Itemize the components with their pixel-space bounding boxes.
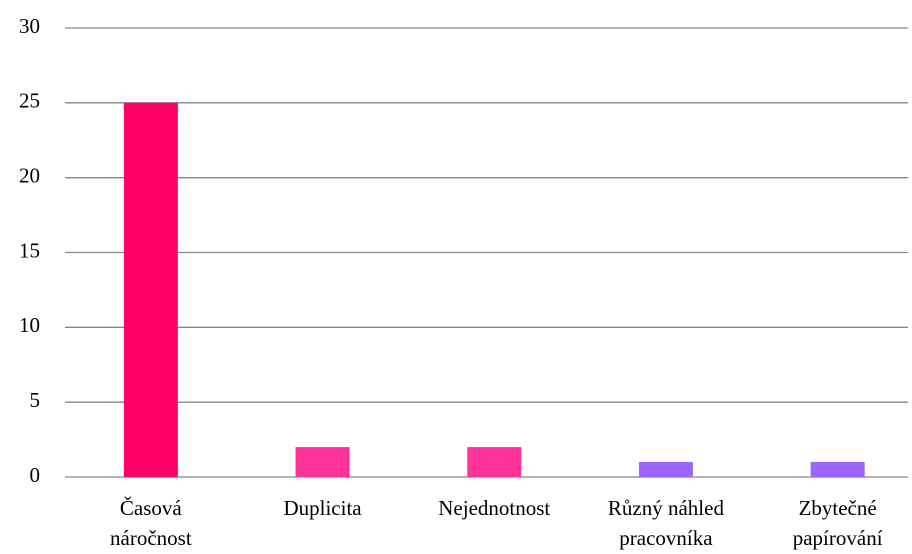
x-tick-label: Časová náročnost: [110, 496, 192, 550]
y-tick-label: 25: [19, 89, 40, 113]
bar: [467, 447, 522, 477]
y-tick-label: 10: [19, 313, 40, 337]
y-tick-label: 0: [30, 463, 41, 487]
bar: [638, 462, 693, 477]
x-tick-label: Různý náhled pracovníka: [608, 496, 725, 550]
bar: [810, 462, 865, 477]
x-tick-label: Duplicita: [283, 496, 362, 520]
y-tick-label: 20: [19, 163, 40, 187]
y-tick-label: 5: [30, 388, 41, 412]
y-tick-label: 30: [19, 14, 40, 38]
x-tick-label: Zbytečné papírování: [793, 496, 883, 550]
y-tick-label: 15: [19, 238, 40, 262]
bar: [123, 102, 178, 477]
x-tick-label: Nejednotnost: [438, 496, 550, 520]
bar: [295, 447, 350, 477]
